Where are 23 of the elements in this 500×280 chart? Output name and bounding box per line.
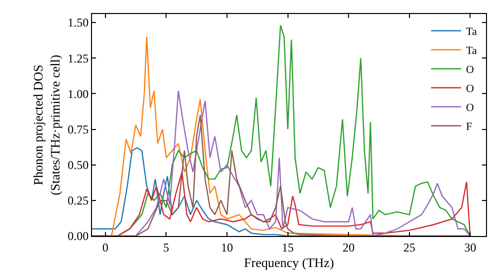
legend-label: O	[466, 64, 474, 76]
x-tick-label: 15	[282, 240, 294, 254]
legend-label: F	[466, 121, 472, 134]
x-tick-label: 5	[163, 240, 170, 254]
y-tick-label: 0.25	[68, 194, 89, 208]
x-tick-label: 30	[464, 240, 476, 254]
x-tick-label: 10	[220, 240, 233, 254]
legend-label: O	[466, 83, 474, 96]
legend-label: Ta	[466, 45, 478, 58]
y-axis-title: Phonon projected DOS (States/THz·primitive cell)	[30, 54, 63, 196]
y-tick-label: 0.50	[68, 158, 89, 172]
y-tick-label: 0.75	[68, 122, 89, 136]
line-series	[92, 114, 471, 236]
y-tick-label: 0.00	[68, 229, 89, 244]
legend-label: O	[466, 102, 474, 114]
legend-label: Ta	[466, 26, 478, 38]
x-axis-title: Frequency (THz)	[244, 255, 334, 270]
y-tick-label: 1.50	[68, 16, 89, 30]
x-tick-label: 0	[102, 240, 108, 254]
x-tick-label: 25	[403, 240, 416, 254]
x-tick-label: 20	[342, 240, 355, 254]
y-tick-label: 1.25	[68, 51, 89, 66]
y-tick-label: 1.00	[68, 86, 89, 101]
